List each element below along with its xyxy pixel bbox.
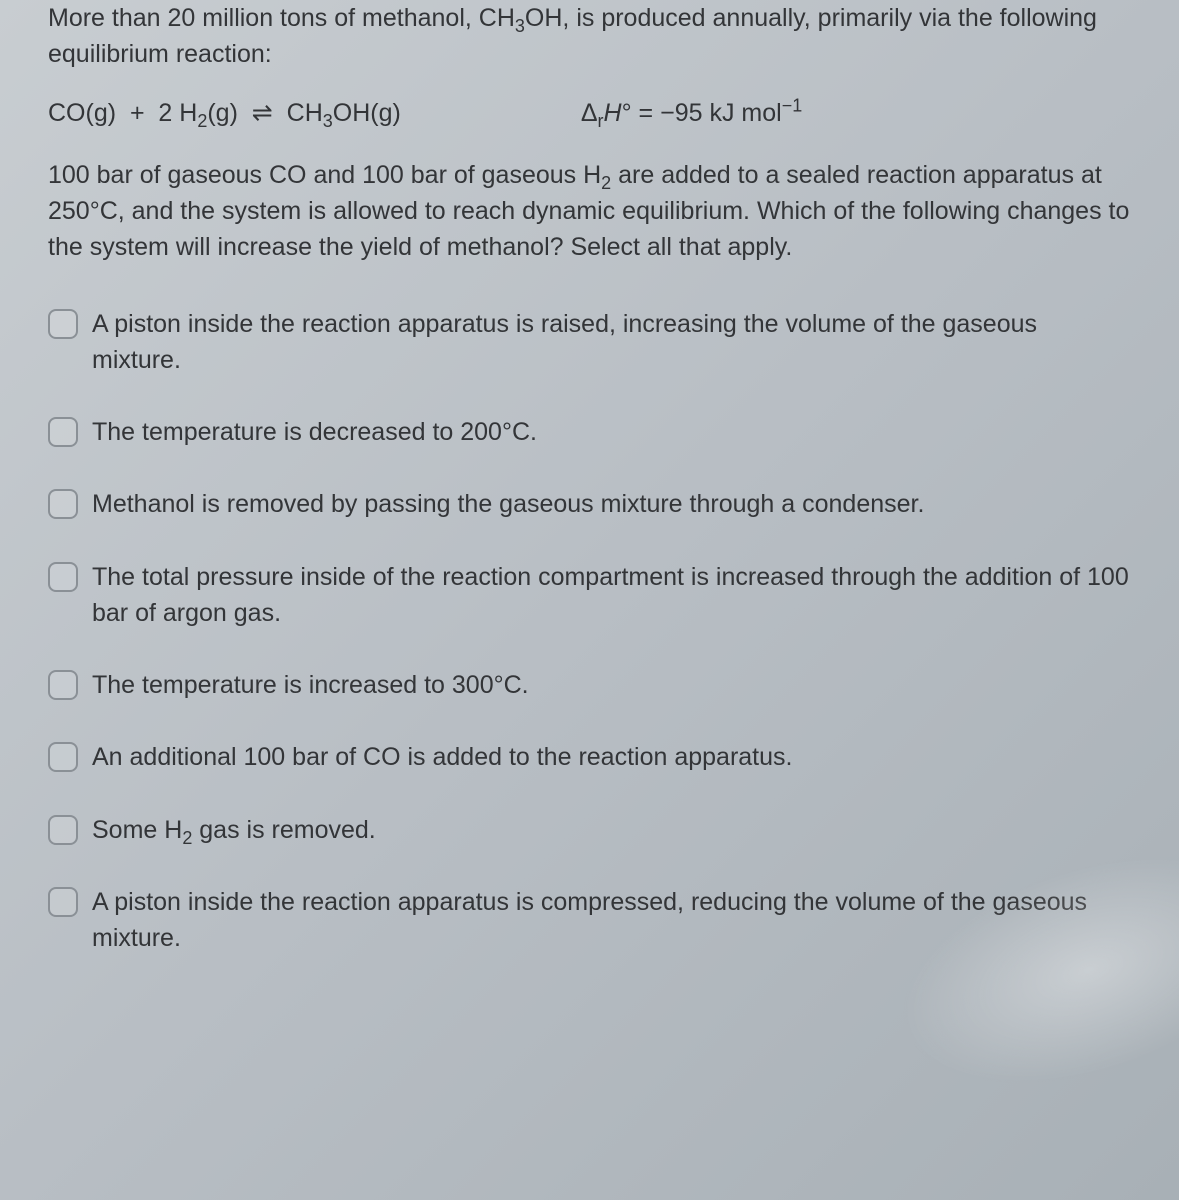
question-setup: 100 bar of gaseous CO and 100 bar of gas… (48, 157, 1131, 266)
option-text: A piston inside the reaction apparatus i… (92, 884, 1131, 957)
option-4[interactable]: The total pressure inside of the reactio… (48, 559, 1131, 632)
option-text: A piston inside the reaction apparatus i… (92, 306, 1131, 379)
checkbox-icon[interactable] (48, 417, 78, 447)
enthalpy-value: ΔrH° = −95 kJ mol−1 (581, 95, 802, 131)
reaction-equation: CO(g) + 2 H2(g) ⇌ CH3OH(g) (48, 95, 401, 131)
option-6[interactable]: An additional 100 bar of CO is added to … (48, 739, 1131, 775)
option-1[interactable]: A piston inside the reaction apparatus i… (48, 306, 1131, 379)
option-text: Some H2 gas is removed. (92, 812, 1131, 848)
option-text: The total pressure inside of the reactio… (92, 559, 1131, 632)
checkbox-icon[interactable] (48, 670, 78, 700)
checkbox-icon[interactable] (48, 815, 78, 845)
options-list: A piston inside the reaction apparatus i… (48, 306, 1131, 957)
option-text: Methanol is removed by passing the gaseo… (92, 486, 1131, 522)
checkbox-icon[interactable] (48, 887, 78, 917)
checkbox-icon[interactable] (48, 562, 78, 592)
option-2[interactable]: The temperature is decreased to 200°C. (48, 414, 1131, 450)
option-3[interactable]: Methanol is removed by passing the gaseo… (48, 486, 1131, 522)
question-intro: More than 20 million tons of methanol, C… (48, 0, 1131, 73)
checkbox-icon[interactable] (48, 309, 78, 339)
checkbox-icon[interactable] (48, 489, 78, 519)
option-5[interactable]: The temperature is increased to 300°C. (48, 667, 1131, 703)
option-text: The temperature is increased to 300°C. (92, 667, 1131, 703)
option-text: The temperature is decreased to 200°C. (92, 414, 1131, 450)
option-text: An additional 100 bar of CO is added to … (92, 739, 1131, 775)
option-8[interactable]: A piston inside the reaction apparatus i… (48, 884, 1131, 957)
equation-row: CO(g) + 2 H2(g) ⇌ CH3OH(g) ΔrH° = −95 kJ… (48, 95, 1131, 131)
option-7[interactable]: Some H2 gas is removed. (48, 812, 1131, 848)
checkbox-icon[interactable] (48, 742, 78, 772)
